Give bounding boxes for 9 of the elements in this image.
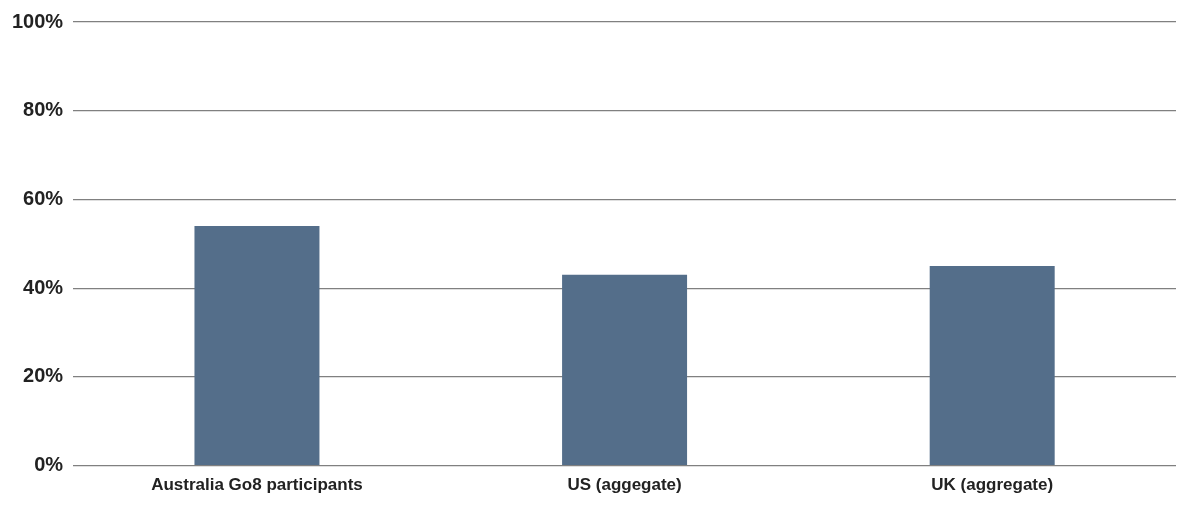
y-tick-label: 20% — [23, 364, 64, 387]
x-tick-label: Australia Go8 participants — [151, 475, 363, 495]
y-tick-label: 60% — [23, 186, 64, 209]
x-tick-label: US (aggegate) — [567, 475, 682, 495]
y-tick-label: 0% — [34, 453, 64, 476]
x-tick-label: UK (aggregate) — [931, 475, 1054, 495]
y-tick-label: 40% — [23, 275, 64, 298]
y-tick-label: 100% — [12, 9, 64, 32]
y-tick-label: 80% — [23, 98, 64, 121]
